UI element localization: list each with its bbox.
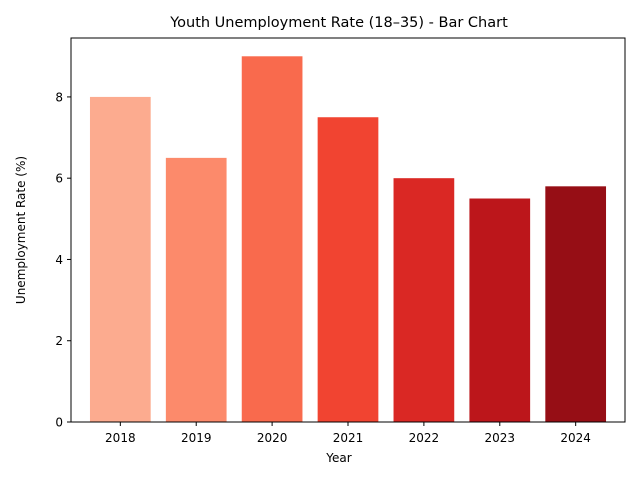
x-tick-label: 2019 [181, 431, 212, 445]
bar-2023 [469, 198, 531, 422]
bar-2024 [545, 186, 607, 422]
y-tick-label: 8 [55, 90, 63, 104]
x-tick-label: 2018 [105, 431, 136, 445]
y-tick-label: 4 [55, 253, 63, 267]
bar-2018 [89, 96, 151, 423]
x-axis-label: Year [325, 451, 351, 465]
bar-2021 [317, 117, 379, 423]
bar-2022 [393, 178, 455, 422]
y-tick-label: 0 [55, 416, 63, 430]
x-tick-label: 2023 [485, 431, 516, 445]
x-tick-label: 2022 [409, 431, 440, 445]
y-tick-label: 2 [55, 334, 63, 348]
x-tick-label: 2020 [257, 431, 288, 445]
bar-2019 [165, 157, 227, 422]
y-ticks-layer: 0 2 4 6 8 [55, 90, 71, 430]
y-tick-label: 6 [55, 172, 63, 186]
chart-title: Youth Unemployment Rate (18–35) - Bar Ch… [169, 15, 508, 31]
y-axis-label: Unemployment Rate (%) [14, 156, 28, 304]
x-tick-label: 2021 [333, 431, 364, 445]
bar-2020 [241, 56, 303, 422]
x-tick-label: 2024 [560, 431, 591, 445]
x-ticks-layer: 2018 2019 2020 2021 2022 2023 2024 [105, 422, 591, 445]
bars-layer [89, 56, 607, 423]
